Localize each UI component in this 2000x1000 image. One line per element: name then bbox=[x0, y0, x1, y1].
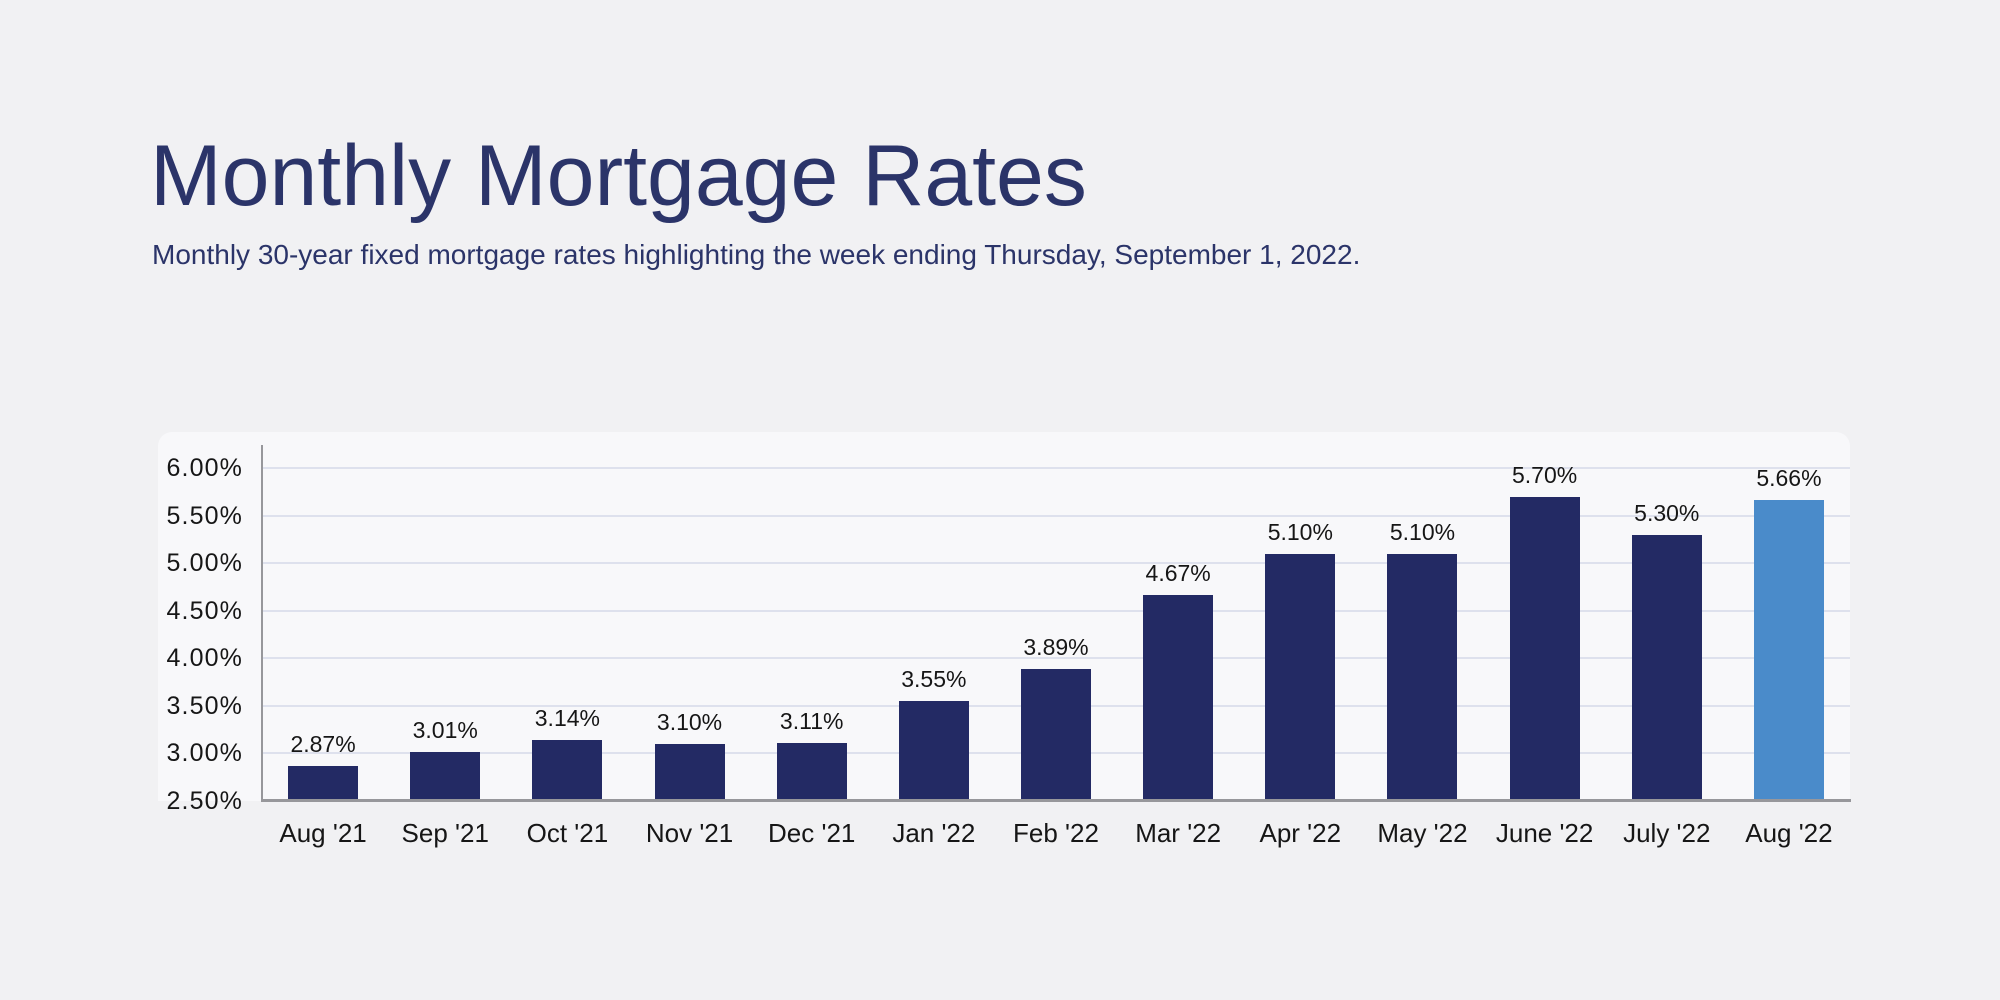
y-tick-label: 4.50% bbox=[166, 596, 243, 625]
bar-feb-22 bbox=[1021, 668, 1091, 801]
gridline bbox=[262, 467, 1850, 469]
bar-dec-21 bbox=[776, 742, 847, 801]
gridline bbox=[262, 514, 1850, 517]
bar-value-label: 3.11% bbox=[779, 707, 844, 734]
y-tick-label: 5.50% bbox=[166, 501, 243, 530]
x-tick-label: Nov '21 bbox=[645, 818, 734, 848]
x-tick-label: Feb '22 bbox=[1013, 818, 1099, 848]
bar-value-label: 5.10% bbox=[1267, 518, 1333, 545]
bar-value-label: 3.55% bbox=[901, 666, 967, 693]
bar-oct-21 bbox=[532, 740, 603, 801]
x-tick-label: June '22 bbox=[1495, 818, 1594, 848]
x-tick-label: Aug '22 bbox=[1745, 818, 1833, 848]
bar-sep-21 bbox=[410, 752, 481, 801]
y-tick-label: 5.00% bbox=[166, 549, 243, 578]
x-axis-line bbox=[261, 799, 1851, 802]
y-tick-label: 4.00% bbox=[166, 644, 243, 673]
x-tick-label: Oct '21 bbox=[526, 818, 609, 848]
y-tick-label: 6.00% bbox=[166, 454, 243, 482]
page-subtitle: Monthly 30-year fixed mortgage rates hig… bbox=[152, 239, 1361, 270]
bar-aug-22 bbox=[1753, 500, 1824, 801]
bar-june-22 bbox=[1509, 496, 1580, 801]
bar-apr-22 bbox=[1265, 553, 1336, 801]
x-tick-label: Apr '22 bbox=[1259, 818, 1342, 848]
x-tick-label: Jan '22 bbox=[892, 818, 976, 848]
bar-aug-21 bbox=[288, 765, 359, 801]
page-title: Monthly Mortgage Rates bbox=[150, 128, 1087, 224]
bar-value-label: 3.14% bbox=[534, 705, 600, 732]
bar-may-22 bbox=[1387, 553, 1458, 801]
bar-value-label: 3.10% bbox=[656, 708, 723, 735]
y-axis-line bbox=[261, 445, 263, 802]
bar-value-label: 5.70% bbox=[1512, 461, 1578, 488]
bar-july-22 bbox=[1631, 534, 1702, 801]
y-tick-label: 3.00% bbox=[166, 739, 243, 768]
gridline bbox=[262, 657, 1850, 660]
x-tick-label: Aug '21 bbox=[279, 818, 367, 848]
gridline bbox=[262, 609, 1850, 612]
bar-mar-22 bbox=[1143, 594, 1214, 801]
bar-value-label: 5.66% bbox=[1756, 465, 1822, 492]
plot-background-panel bbox=[158, 432, 1850, 801]
bar-value-label: 4.67% bbox=[1145, 559, 1211, 586]
x-tick-label: Mar '22 bbox=[1135, 818, 1222, 848]
bar-value-label: 2.87% bbox=[290, 730, 356, 757]
y-tick-label: 3.50% bbox=[166, 691, 243, 720]
x-tick-label: July '22 bbox=[1623, 818, 1711, 848]
bar-value-label: 3.89% bbox=[1023, 633, 1089, 660]
bar-nov-21 bbox=[654, 743, 725, 801]
x-tick-label: Dec '21 bbox=[768, 818, 856, 848]
bar-value-label: 5.10% bbox=[1389, 518, 1456, 545]
x-tick-label: Sep '21 bbox=[401, 818, 489, 848]
bar-value-label: 3.01% bbox=[412, 717, 478, 744]
x-tick-label: May '22 bbox=[1377, 818, 1468, 848]
bar-jan-22 bbox=[898, 701, 969, 801]
gridline bbox=[262, 562, 1850, 565]
bar-value-label: 5.30% bbox=[1634, 499, 1700, 526]
y-tick-label: 2.50% bbox=[166, 787, 243, 815]
